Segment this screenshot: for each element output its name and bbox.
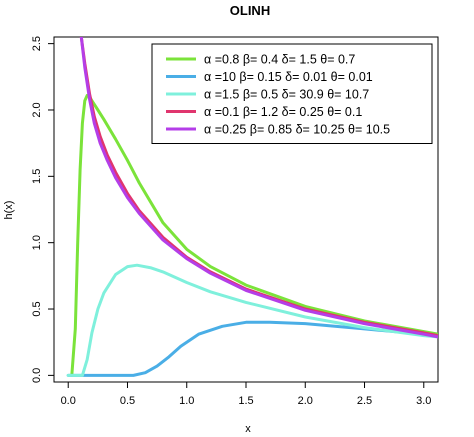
y-tick-label: 0.0	[31, 368, 43, 383]
y-tick-label: 2.5	[31, 36, 43, 51]
x-tick-label: 0.0	[61, 395, 76, 407]
legend-entry: α =0.25 β= 0.85 δ= 10.25 θ= 10.5	[204, 123, 390, 137]
series-lines	[66, 37, 438, 377]
chart-title: OLINH	[230, 3, 270, 18]
y-axis-ticks: 0.0 0.5 1.0 1.5 2.0 2.5	[31, 36, 54, 383]
y-axis-label: h(x)	[3, 201, 15, 220]
legend-entry: α =1.5 β= 0.5 δ= 30.9 θ= 10.7	[204, 88, 369, 102]
x-tick-label: 2.5	[357, 395, 372, 407]
legend-entry: α =0.1 β= 1.2 δ= 0.25 θ= 0.1	[204, 105, 362, 119]
series-line-2	[66, 320, 438, 377]
series-line-5	[79, 37, 438, 339]
y-tick-label: 1.0	[31, 235, 43, 250]
legend-entry: α =10 β= 0.15 δ= 0.01 θ= 0.01	[204, 70, 373, 84]
series-line-1	[70, 93, 438, 377]
x-tick-label: 1.0	[179, 395, 194, 407]
x-tick-label: 3.0	[416, 395, 431, 407]
legend-box	[151, 43, 433, 144]
x-tick-label: 2.0	[298, 395, 313, 407]
y-tick-label: 1.5	[31, 169, 43, 184]
x-axis-ticks: 0.0 0.5 1.0 1.5 2.0 2.5 3.0	[61, 382, 431, 407]
x-tick-label: 1.5	[238, 395, 253, 407]
x-axis-label: x	[245, 423, 251, 435]
y-tick-label: 2.0	[31, 102, 43, 117]
series-line-3	[66, 263, 438, 377]
y-tick-label: 0.5	[31, 301, 43, 316]
x-tick-label: 0.5	[120, 395, 135, 407]
legend-entry: α =0.8 β= 0.4 δ= 1.5 θ= 0.7	[204, 53, 355, 67]
legend: α =0.8 β= 0.4 δ= 1.5 θ= 0.7 α =10 β= 0.15…	[151, 43, 433, 144]
